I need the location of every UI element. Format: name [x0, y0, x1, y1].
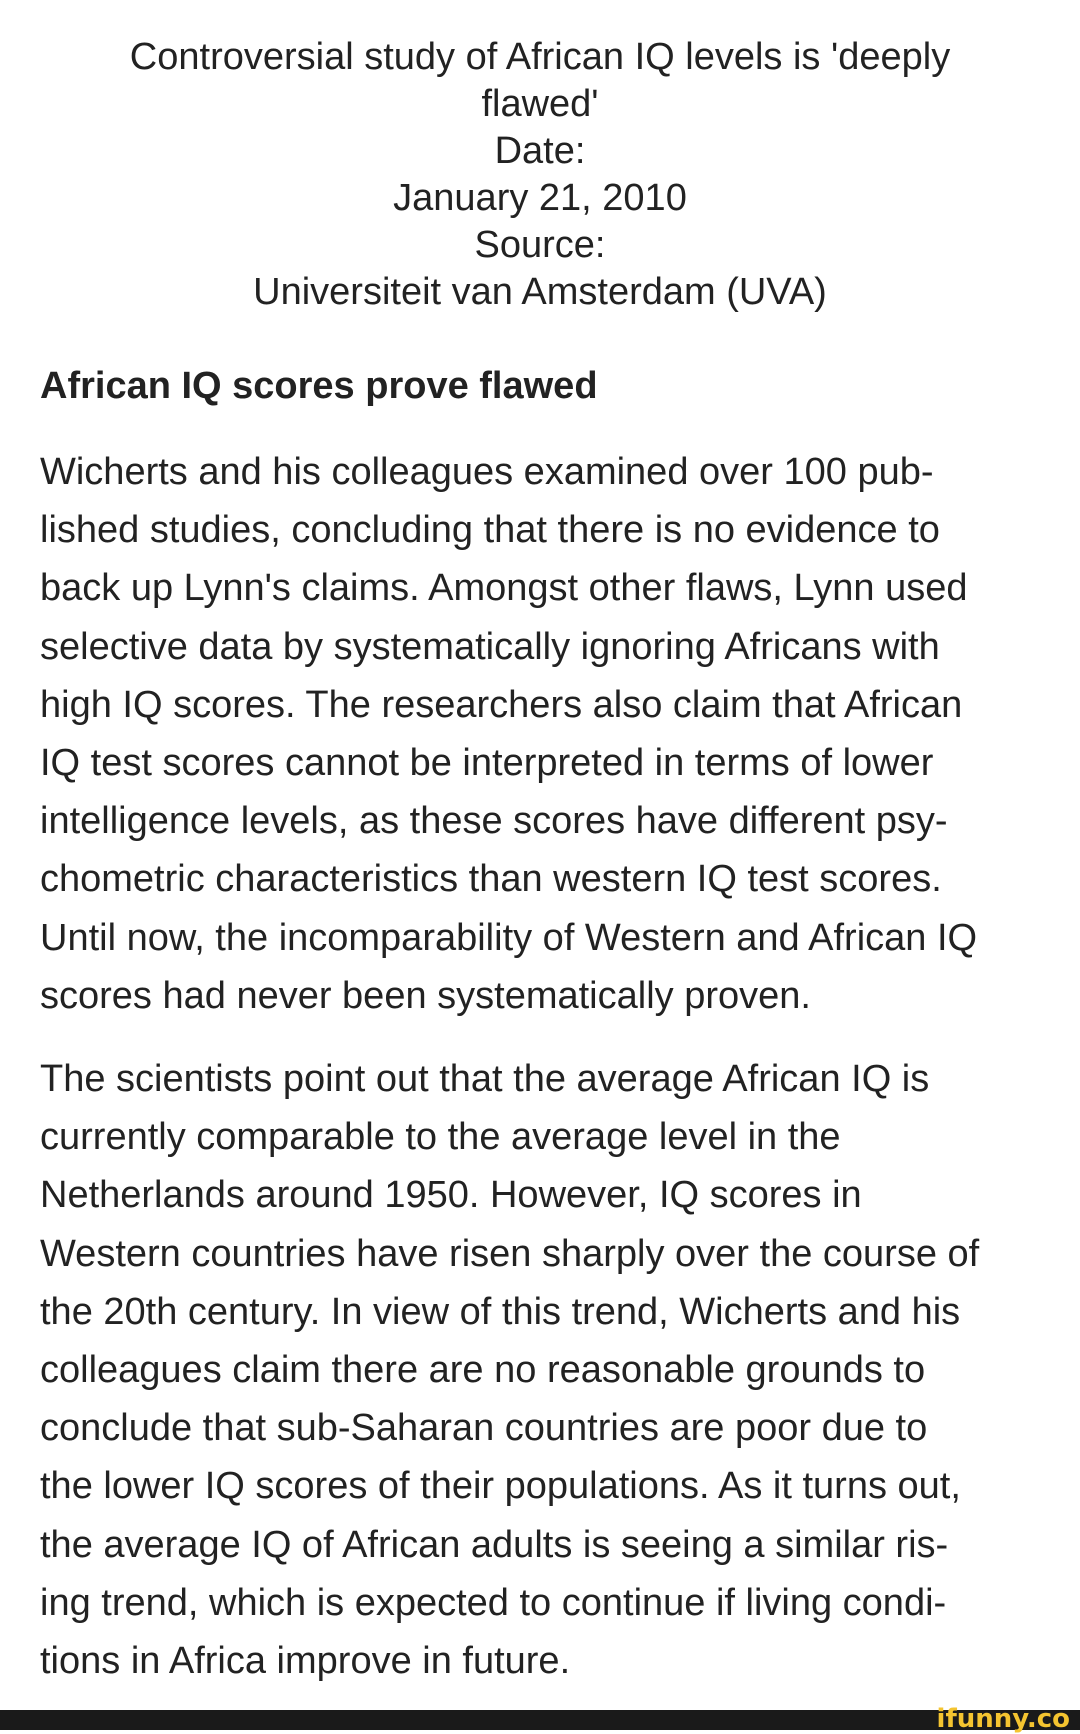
ifunny-watermark: ifunny.co: [936, 1704, 1070, 1734]
text-line: The scientists point out that the averag…: [40, 1058, 930, 1100]
title-line-1: Controversial study of African IQ levels…: [129, 36, 951, 78]
title-line-2: flawed': [481, 83, 599, 125]
text-line: lished studies, concluding that there is…: [40, 509, 940, 552]
text-line: chometric characteristics than western I…: [40, 858, 942, 901]
text-line: conclude that sub-Saharan countries are …: [40, 1407, 928, 1450]
text-line: the lower IQ scores of their populations…: [40, 1465, 961, 1508]
footer-bar: ifunny.co: [0, 1704, 1080, 1734]
text-line: the average IQ of African adults is seei…: [40, 1523, 949, 1566]
text-line: Netherlands around 1950. However, IQ sco…: [40, 1174, 862, 1217]
paragraph-1: Wicherts and his colleagues examined ove…: [40, 443, 977, 1025]
source-label: Source:: [474, 224, 606, 266]
text-line: IQ test scores cannot be interpreted in …: [40, 742, 934, 785]
text-line: selective data by systematically ignorin…: [40, 625, 940, 668]
text-line: intelligence levels, as these scores hav…: [40, 800, 948, 843]
subheading: African IQ scores prove flawed: [40, 365, 598, 407]
text-line: currently comparable to the average leve…: [40, 1116, 841, 1159]
text-line: Wicherts and his colleagues examined ove…: [40, 451, 934, 493]
text-line: ing trend, which is expected to continue…: [40, 1581, 947, 1624]
text-line: the 20th century. In view of this trend,…: [40, 1290, 961, 1333]
text-line: Until now, the incomparability of Wester…: [40, 916, 978, 959]
text-line: high IQ scores. The researchers also cla…: [40, 683, 963, 726]
date-label: Date:: [494, 130, 586, 172]
article-header: Controversial study of African IQ levels…: [0, 34, 1080, 316]
source: Universiteit van Amsterdam (UVA): [253, 271, 827, 313]
text-line: colleagues claim there are no reasonable…: [40, 1349, 926, 1392]
text-line: scores had never been systematically pro…: [40, 974, 811, 1017]
text-line: tions in Africa improve in future.: [40, 1640, 571, 1683]
text-line: back up Lynn's claims. Amongst other fla…: [40, 567, 968, 610]
date: January 21, 2010: [393, 177, 687, 219]
text-line: Western countries have risen sharply ove…: [40, 1232, 980, 1275]
paragraph-2: The scientists point out that the averag…: [40, 1050, 979, 1690]
